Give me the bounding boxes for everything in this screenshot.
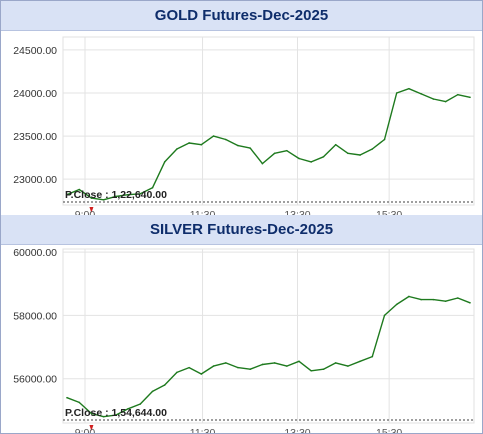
gold-data-point (456, 93, 459, 96)
silver-ytick-label: 56000.00 (13, 374, 57, 386)
silver-data-point (420, 298, 422, 301)
gold-data-point (420, 93, 422, 95)
silver-data-point (273, 362, 276, 364)
silver-data-point (151, 390, 154, 393)
gold-data-point (444, 100, 447, 103)
gold-chart-title: GOLD Futures-Dec-2025 (1, 1, 482, 31)
gold-data-point (371, 148, 374, 150)
silver-data-point (212, 365, 215, 367)
gold-ytick-label: 24000.00 (13, 88, 57, 100)
silver-data-point (102, 415, 105, 418)
gold-data-point (139, 193, 142, 195)
gold-data-point (200, 143, 203, 146)
silver-data-point (188, 366, 190, 369)
gold-xtick-label: 15:30 (376, 209, 402, 215)
gold-data-point (249, 147, 251, 149)
gold-data-point (188, 142, 190, 144)
silver-data-point (127, 407, 129, 410)
silver-ytick-label: 60000.00 (13, 247, 57, 259)
gold-data-point (469, 96, 471, 99)
silver-data-point (224, 362, 227, 364)
silver-data-point (432, 298, 435, 301)
silver-xtick-label: 9:00 (75, 427, 96, 433)
gold-data-point (322, 155, 325, 158)
gold-data-point (408, 87, 410, 90)
silver-open-marker (89, 425, 94, 431)
silver-pclose-label: P.Close : 1,54,644.00 (65, 407, 167, 419)
gold-data-point (176, 148, 178, 150)
gold-data-point (395, 92, 398, 94)
gold-data-point (359, 154, 361, 156)
gold-data-point (90, 197, 93, 199)
gold-chart-plot: 23000.00 23500.00 24000.00 24500.00 P.Close … (13, 36, 475, 215)
silver-data-point (334, 362, 337, 364)
gold-xtick-label: 13:30 (284, 209, 310, 215)
gold-data-point (286, 149, 288, 152)
silver-data-point (395, 303, 398, 306)
gold-xtick-label: 9:00 (75, 209, 96, 215)
silver-price-line (66, 295, 471, 418)
gold-price-line (66, 88, 471, 201)
gold-data-point (383, 138, 386, 141)
gold-data-point (298, 157, 300, 160)
gold-pclose-label: P.Close : 1,22,640.00 (65, 189, 167, 201)
silver-data-point (383, 314, 386, 317)
gold-data-point (127, 193, 129, 196)
gold-data-point (78, 188, 81, 191)
silver-data-point (90, 412, 93, 415)
silver-xtick-label: 13:30 (284, 427, 310, 433)
silver-data-point (66, 396, 68, 399)
silver-data-point (139, 403, 142, 405)
silver-chart-title: SILVER Futures-Dec-2025 (1, 215, 482, 245)
silver-plot-area (62, 248, 475, 424)
gold-data-point (432, 98, 435, 100)
silver-data-point (115, 414, 117, 416)
silver-data-point (200, 373, 203, 375)
silver-data-point (371, 355, 374, 358)
gold-data-point (212, 135, 215, 137)
silver-chart-plot: 56000.00 58000.00 60000.00 P.Close : 1,54,6… (13, 247, 475, 433)
silver-xtick-label: 11:30 (190, 427, 216, 433)
silver-ytick-label: 58000.00 (13, 310, 57, 322)
gold-data-point (163, 161, 166, 163)
silver-data-point (78, 401, 81, 404)
silver-xtick-label: 15:30 (376, 427, 402, 433)
gold-open-marker (89, 207, 94, 213)
gold-data-point (224, 138, 227, 141)
silver-data-point (310, 370, 313, 372)
silver-data-point (456, 297, 459, 299)
gold-ytick-label: 23000.00 (13, 174, 57, 186)
silver-data-point (261, 363, 264, 366)
gold-xtick-label: 11:30 (190, 209, 216, 215)
gold-plot-area (62, 36, 475, 206)
gold-data-point (237, 144, 239, 147)
silver-data-point (176, 371, 178, 374)
silver-data-point (408, 295, 410, 298)
gold-data-point (66, 193, 68, 196)
silver-data-point (286, 365, 288, 367)
silver-data-point (237, 366, 239, 369)
gold-data-point (151, 186, 154, 189)
silver-data-point (249, 368, 251, 371)
silver-data-point (347, 365, 349, 367)
gold-data-point (273, 152, 276, 155)
silver-data-point (322, 368, 325, 371)
gold-data-point (102, 199, 105, 201)
silver-data-point (444, 300, 447, 302)
gold-data-point (310, 161, 313, 163)
silver-data-point (298, 360, 300, 363)
gold-ytick-label: 23500.00 (13, 131, 57, 143)
silver-data-point (359, 360, 361, 363)
gold-ytick-label: 24500.00 (13, 45, 57, 57)
silver-data-point (163, 384, 166, 386)
gold-data-point (115, 195, 117, 198)
gold-data-point (334, 143, 337, 146)
silver-data-point (469, 301, 471, 304)
gold-data-point (261, 162, 264, 165)
gold-data-point (347, 152, 349, 155)
